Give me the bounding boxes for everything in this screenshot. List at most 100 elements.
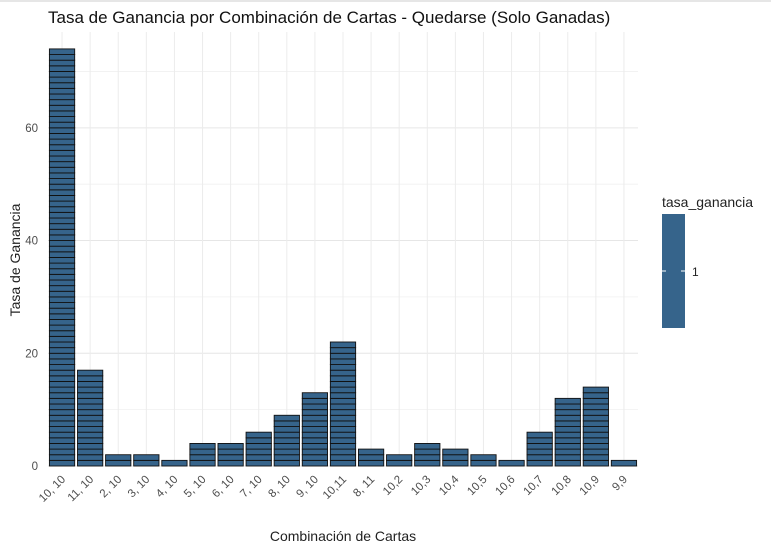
bar-segment bbox=[48, 48, 76, 55]
x-tick-label: 9, 10 bbox=[294, 474, 321, 501]
bar-segment bbox=[582, 443, 609, 450]
bar-segment bbox=[48, 459, 76, 467]
bar-segment bbox=[329, 381, 357, 388]
bar-segment bbox=[48, 104, 76, 112]
bar-segment bbox=[470, 459, 497, 467]
bar-segment bbox=[273, 437, 300, 444]
bar-segment bbox=[48, 127, 76, 134]
bar-segment bbox=[526, 431, 553, 439]
legend: tasa_ganancia 1 bbox=[662, 194, 753, 328]
bar-segment bbox=[582, 392, 609, 399]
bar-segment bbox=[48, 352, 76, 360]
bar-segment bbox=[48, 178, 76, 185]
bar-segment bbox=[273, 443, 300, 450]
bar-segment bbox=[48, 414, 76, 422]
bar-segment bbox=[48, 285, 76, 292]
bar-segment bbox=[77, 426, 104, 433]
bar-segment bbox=[582, 426, 609, 433]
x-axis-title: Combinación de Cartas bbox=[270, 528, 416, 544]
bar-segment bbox=[582, 414, 609, 422]
bar bbox=[105, 454, 132, 467]
bar-segment bbox=[48, 195, 76, 202]
bar-segment bbox=[329, 426, 357, 433]
bar-segment bbox=[301, 403, 328, 411]
bar-segment bbox=[48, 448, 76, 456]
bar-segment bbox=[48, 319, 76, 326]
bar-segment bbox=[301, 426, 328, 433]
bar-segment bbox=[301, 397, 328, 405]
bar-segment bbox=[77, 443, 104, 450]
bar-segment bbox=[48, 426, 76, 433]
bar-segment bbox=[414, 443, 441, 450]
bar-segment bbox=[48, 375, 76, 382]
bar-segment bbox=[245, 431, 272, 439]
bar-segment bbox=[358, 459, 385, 467]
bar-segment bbox=[48, 257, 76, 264]
y-tick-label: 0 bbox=[32, 461, 38, 473]
bar-segment bbox=[48, 166, 76, 174]
bar-segment bbox=[77, 375, 104, 382]
bar-segment bbox=[329, 364, 357, 371]
bar-segment bbox=[301, 431, 328, 439]
bar-segment bbox=[105, 454, 132, 461]
bar-segment bbox=[48, 262, 76, 270]
bar-segment bbox=[554, 409, 581, 416]
bar-segment bbox=[48, 59, 76, 67]
bar-segment bbox=[329, 414, 357, 422]
y-tick-label: 40 bbox=[25, 236, 38, 248]
bar-segment bbox=[526, 448, 553, 456]
bar-segment bbox=[77, 369, 104, 377]
bar-segment bbox=[217, 459, 244, 467]
legend-label: 1 bbox=[692, 265, 699, 279]
bar-segment bbox=[245, 454, 272, 461]
bar-segment bbox=[582, 437, 609, 444]
bar bbox=[273, 414, 300, 467]
y-axis-title: Tasa de Ganancia bbox=[7, 203, 23, 316]
bar-segment bbox=[498, 459, 525, 467]
bar-segment bbox=[48, 251, 76, 258]
bar-segment bbox=[329, 448, 357, 456]
bar-segment bbox=[301, 448, 328, 456]
bar-segment bbox=[329, 437, 357, 444]
bar-segment bbox=[48, 431, 76, 439]
x-tick-label: 10,11 bbox=[321, 474, 349, 502]
bar-segment bbox=[77, 403, 104, 411]
bar bbox=[610, 459, 638, 467]
bar-segment bbox=[48, 386, 76, 394]
bar bbox=[470, 454, 497, 467]
legend-color-key bbox=[662, 214, 685, 328]
bar-segment bbox=[48, 358, 76, 365]
bar-segment bbox=[48, 330, 76, 337]
bar-segment bbox=[48, 211, 76, 219]
bar-segment bbox=[48, 223, 76, 230]
bar-segment bbox=[329, 375, 357, 382]
x-tick-label: 10,7 bbox=[521, 474, 545, 498]
bar-segment bbox=[386, 459, 413, 467]
bar-segment bbox=[77, 454, 104, 461]
bar-segment bbox=[329, 403, 357, 411]
bar-segment bbox=[582, 386, 609, 394]
bar-segment bbox=[442, 448, 469, 456]
bar-segment bbox=[48, 217, 76, 225]
bar-segment bbox=[48, 65, 76, 72]
x-tick-label: 10,8 bbox=[550, 474, 574, 498]
bar-segment bbox=[245, 448, 272, 456]
bar bbox=[526, 431, 553, 467]
x-tick-label: 9,9 bbox=[610, 474, 630, 494]
bar-segment bbox=[273, 431, 300, 439]
bars bbox=[48, 48, 638, 467]
bar-segment bbox=[273, 420, 300, 427]
bar bbox=[301, 392, 328, 467]
bar-segment bbox=[48, 290, 76, 298]
bar-segment bbox=[189, 459, 216, 467]
bar-segment bbox=[358, 448, 385, 456]
bar-segment bbox=[470, 454, 497, 461]
bar-segment bbox=[329, 392, 357, 399]
bar-segment bbox=[189, 454, 216, 461]
bar-segment bbox=[48, 313, 76, 320]
bar-segment bbox=[301, 420, 328, 427]
bar-segment bbox=[48, 381, 76, 388]
bar bbox=[329, 341, 357, 467]
